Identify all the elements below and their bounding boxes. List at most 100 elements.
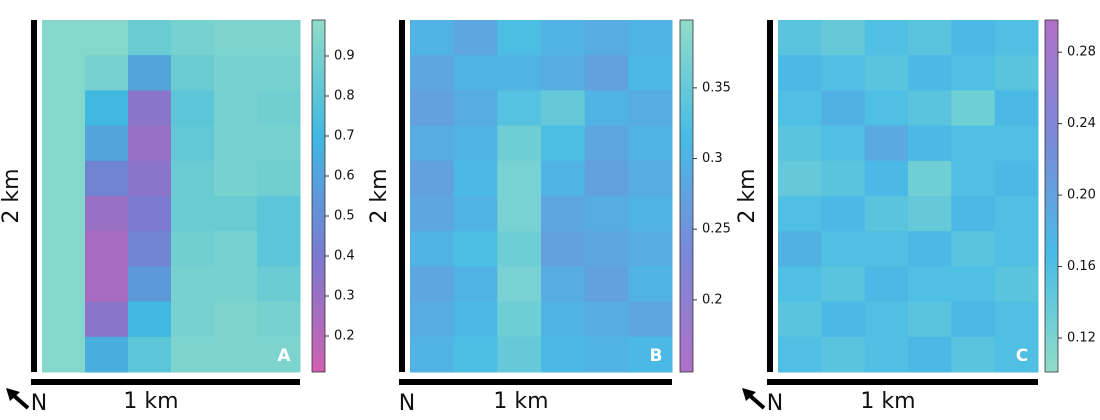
heat-cell <box>951 266 996 303</box>
heat-cell <box>951 55 996 91</box>
heat-cell <box>85 90 129 127</box>
heat-cell <box>821 160 866 197</box>
scale-bar-horizontal <box>399 379 672 385</box>
heat-cell <box>85 20 129 56</box>
heat-cell <box>497 301 542 338</box>
heat-cell <box>908 301 952 338</box>
heat-cell <box>951 90 996 127</box>
heat-cell <box>497 266 542 303</box>
heat-cell <box>42 231 86 267</box>
heat-cell <box>128 20 172 56</box>
colorbar-tick-label: 0.35 <box>702 80 731 95</box>
heat-cell <box>778 231 822 267</box>
heat-cell <box>821 301 866 338</box>
y-label: 2 km <box>735 168 760 223</box>
heat-cell <box>778 160 822 197</box>
heat-cell <box>42 301 86 338</box>
heat-cell <box>171 301 215 338</box>
heat-cell <box>951 20 996 56</box>
heat-cell <box>584 160 629 197</box>
heat-cell <box>85 160 129 197</box>
heat-cell <box>214 55 258 91</box>
heat-cell <box>42 266 86 303</box>
heat-cell <box>584 266 629 303</box>
heat-cell <box>951 301 996 338</box>
heat-cell <box>821 55 866 91</box>
heat-cell <box>410 160 455 197</box>
heat-cell <box>994 231 1039 267</box>
heat-cell <box>128 266 172 303</box>
heat-cell <box>214 125 258 162</box>
heat-cell <box>908 20 952 56</box>
heat-cell <box>628 266 673 303</box>
heat-cell <box>214 336 258 373</box>
heat-cell <box>410 301 455 338</box>
heat-cell <box>541 196 586 232</box>
heat-cell <box>128 196 172 232</box>
heat-cell <box>994 196 1039 232</box>
heat-cell <box>908 90 952 127</box>
heat-cell <box>128 336 172 373</box>
heat-cell <box>778 336 822 373</box>
heat-cell <box>410 20 455 56</box>
heat-cell <box>584 336 629 373</box>
heat-cell <box>628 231 673 267</box>
y-label: 2 km <box>367 168 392 223</box>
heat-cell <box>257 55 301 91</box>
scale-bar-vertical <box>767 20 773 372</box>
heat-cell <box>541 336 586 373</box>
colorbar-tick-label: 0.5 <box>334 209 355 224</box>
heat-cell <box>42 55 86 91</box>
heat-cell <box>821 125 866 162</box>
heat-cell <box>214 20 258 56</box>
colorbar-tick-label: 0.28 <box>1067 45 1096 60</box>
heat-cell <box>908 196 952 232</box>
heat-cell <box>908 160 952 197</box>
heat-cell <box>410 336 455 373</box>
heat-cell <box>85 125 129 162</box>
heat-cell <box>951 231 996 267</box>
heat-cell <box>453 125 498 162</box>
colorbar <box>311 19 326 373</box>
heat-cell <box>42 336 86 373</box>
north-arrow-head <box>6 388 20 401</box>
heat-cell <box>864 55 909 91</box>
heat-cell <box>497 90 542 127</box>
heat-cell <box>994 90 1039 127</box>
heat-cell <box>541 20 586 56</box>
heat-cell <box>541 55 586 91</box>
heat-cell <box>584 301 629 338</box>
heat-cell <box>453 55 498 91</box>
heat-cell <box>778 20 822 56</box>
heat-cell <box>171 160 215 197</box>
heat-cell <box>257 125 301 162</box>
colorbar-tick-label: 0.3 <box>334 289 355 304</box>
heat-cell <box>864 90 909 127</box>
heat-cell <box>410 125 455 162</box>
heat-cell <box>257 301 301 338</box>
heat-cell <box>778 90 822 127</box>
heat-cell <box>214 196 258 232</box>
heat-cell <box>908 125 952 162</box>
heat-cell <box>778 125 822 162</box>
heat-cell <box>541 125 586 162</box>
heat-cell <box>821 231 866 267</box>
heat-cell <box>453 196 498 232</box>
north-label: N <box>399 391 415 416</box>
heat-cell <box>257 196 301 232</box>
heat-cell <box>994 160 1039 197</box>
panel-label: B <box>650 346 663 366</box>
heat-cell <box>257 266 301 303</box>
heat-cell <box>128 301 172 338</box>
colorbar-tick-label: 0.7 <box>334 129 355 144</box>
north-label: N <box>767 391 783 416</box>
heat-cell <box>214 266 258 303</box>
heat-cell <box>257 90 301 127</box>
x-label: 1 km <box>493 389 548 414</box>
colorbar-tick-label: 0.2 <box>702 292 723 307</box>
heat-cell <box>214 301 258 338</box>
heat-cell <box>171 55 215 91</box>
colorbar-tick-label: 0.12 <box>1067 331 1096 346</box>
x-label: 1 km <box>860 389 915 414</box>
heat-cell <box>128 55 172 91</box>
